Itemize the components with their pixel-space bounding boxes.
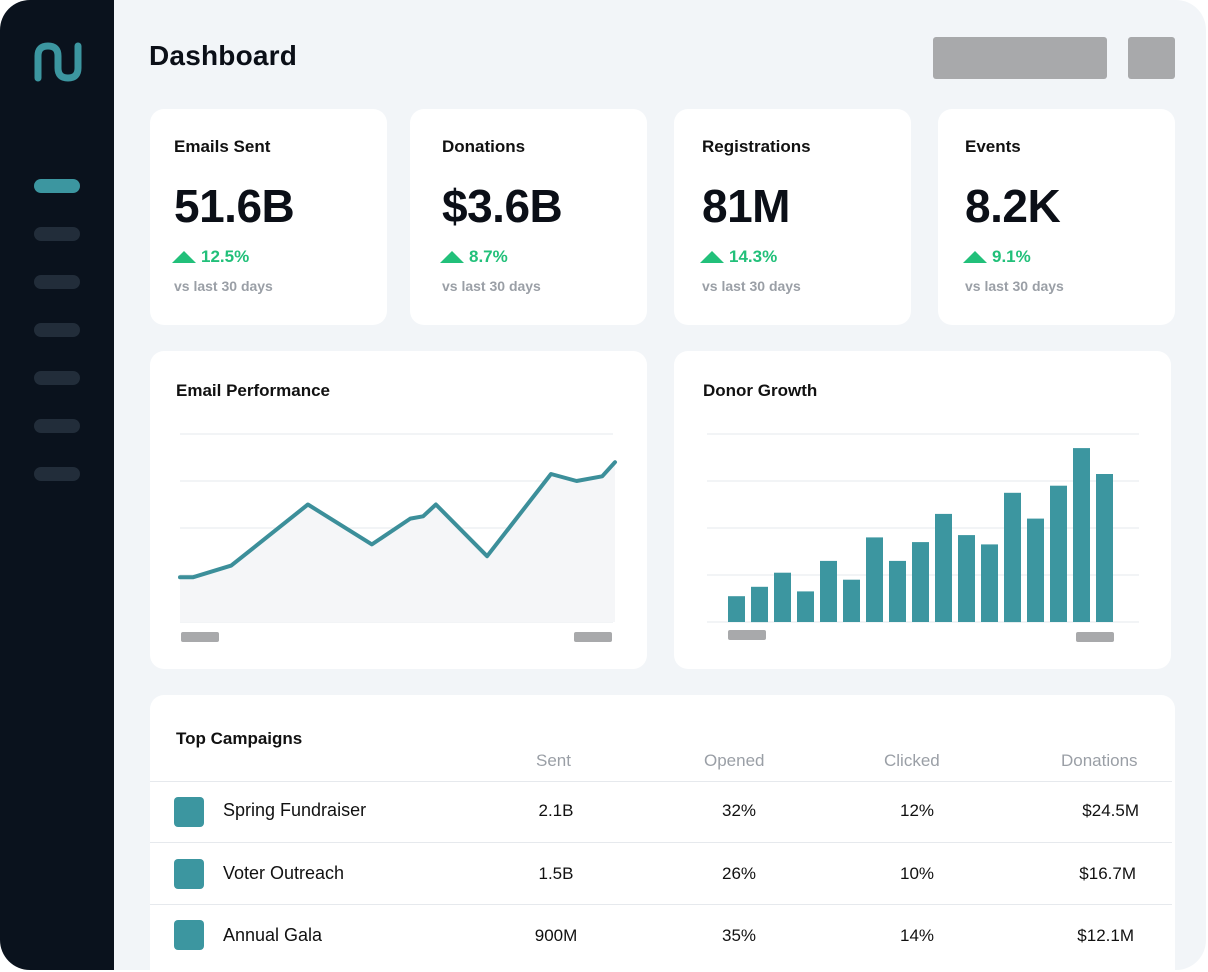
x-axis-label-start (728, 630, 766, 640)
cell-clicked: 14% (899, 926, 935, 945)
kpi-delta: 8.7% (440, 247, 508, 267)
kpi-delta-value: 9.1% (992, 247, 1031, 266)
kpi-period: vs last 30 days (174, 278, 273, 294)
kpi-value: 8.2K (965, 180, 1061, 232)
trend-up-icon (172, 251, 196, 263)
kpi-title: Registrations (702, 137, 811, 156)
campaign-name: Voter Outreach (223, 863, 345, 883)
bar (797, 591, 814, 622)
brand-logo-icon[interactable] (32, 38, 84, 86)
x-axis-label-end (574, 632, 612, 642)
sidebar-item-2[interactable] (34, 227, 80, 241)
kpi-period: vs last 30 days (702, 278, 801, 294)
bar (728, 596, 745, 622)
table-title: Top Campaigns (176, 729, 303, 748)
kpi-value: 81M (702, 180, 790, 232)
area-fill (180, 462, 615, 622)
bar (820, 560, 837, 622)
kpi-card-emails-sent: Emails Sent 51.6B 12.5% vs last 30 days (150, 109, 387, 325)
chart-title: Donor Growth (703, 381, 818, 400)
kpi-card-registrations: Registrations 81M 14.3% vs last 30 days (674, 109, 911, 325)
bar (1050, 485, 1067, 622)
cell-clicked: 12% (899, 801, 935, 820)
x-axis-label-end (1076, 632, 1114, 642)
cell-opened: 26% (721, 864, 757, 883)
chart-title: Email Performance (176, 381, 331, 400)
bar (843, 579, 860, 622)
campaign-name: Spring Fundraiser (223, 800, 367, 820)
kpi-title: Donations (442, 137, 526, 156)
cell-opened: 32% (721, 801, 757, 820)
donor-growth-chart (707, 433, 1139, 642)
kpi-value: $3.6B (442, 180, 563, 232)
column-header-clicked[interactable]: Clicked (884, 751, 940, 770)
kpi-card-donations: Donations $3.6B 8.7% vs last 30 days (410, 109, 647, 325)
table-divider (150, 842, 1172, 843)
bar (889, 560, 906, 622)
campaign-name: Annual Gala (223, 925, 323, 945)
page-title: Dashboard (149, 40, 298, 71)
sidebar-item-6[interactable] (34, 419, 80, 433)
series-line (178, 460, 617, 580)
bar (866, 537, 883, 622)
kpi-delta-value: 14.3% (729, 247, 778, 266)
cell-sent: 900M (534, 926, 578, 945)
bar (958, 535, 975, 622)
campaign-color-swatch (174, 920, 204, 950)
bar (1073, 448, 1090, 622)
bar (912, 542, 929, 622)
sidebar-item-3[interactable] (34, 275, 80, 289)
campaign-color-swatch (174, 797, 204, 827)
sidebar-item-1[interactable] (34, 179, 80, 193)
kpi-card-events: Events 8.2K 9.1% vs last 30 days (938, 109, 1175, 325)
sidebar-item-4[interactable] (34, 323, 80, 337)
kpi-delta: 14.3% (700, 247, 777, 267)
sidebar-item-5[interactable] (34, 371, 80, 385)
kpi-delta: 12.5% (172, 247, 249, 267)
trend-up-icon (963, 251, 987, 263)
column-header-donations[interactable]: Donations (1061, 751, 1138, 770)
kpi-period: vs last 30 days (965, 278, 1064, 294)
bar (1004, 492, 1021, 623)
donor-growth-card: Donor Growth (674, 351, 1171, 669)
kpi-period: vs last 30 days (442, 278, 541, 294)
header-icon-button[interactable] (1128, 37, 1175, 79)
table-divider (150, 904, 1172, 905)
kpi-delta-value: 12.5% (201, 247, 250, 266)
cell-donations: $24.5M (1082, 801, 1139, 820)
top-campaigns-card: Top Campaigns Sent Opened Clicked Donati… (150, 695, 1175, 970)
bar (1096, 474, 1113, 622)
kpi-title: Events (965, 137, 1021, 156)
cell-sent: 1.5B (538, 864, 574, 883)
header-action-button[interactable] (933, 37, 1107, 79)
trend-up-icon (700, 251, 724, 263)
bar (1027, 518, 1044, 622)
kpi-value: 51.6B (174, 180, 295, 232)
cell-donations: $12.1M (1077, 926, 1134, 945)
cell-donations: $16.7M (1079, 864, 1136, 883)
kpi-delta-value: 8.7% (469, 247, 508, 266)
bar (774, 572, 791, 622)
campaign-color-swatch (174, 859, 204, 889)
trend-up-icon (440, 251, 464, 263)
column-header-opened[interactable]: Opened (704, 751, 765, 770)
cell-opened: 35% (721, 926, 757, 945)
bar (935, 513, 952, 622)
cell-sent: 2.1B (538, 801, 574, 820)
cell-clicked: 10% (899, 864, 935, 883)
column-header-sent[interactable]: Sent (536, 751, 571, 770)
kpi-delta: 9.1% (963, 247, 1031, 267)
sidebar-item-7[interactable] (34, 467, 80, 481)
email-performance-card: Email Performance (150, 351, 647, 669)
email-performance-chart (178, 433, 617, 642)
kpi-title: Emails Sent (174, 137, 271, 156)
x-axis-label-start (181, 632, 219, 642)
sidebar (0, 0, 114, 970)
table-divider (150, 781, 1172, 782)
bar (981, 544, 998, 622)
bar (751, 586, 768, 623)
